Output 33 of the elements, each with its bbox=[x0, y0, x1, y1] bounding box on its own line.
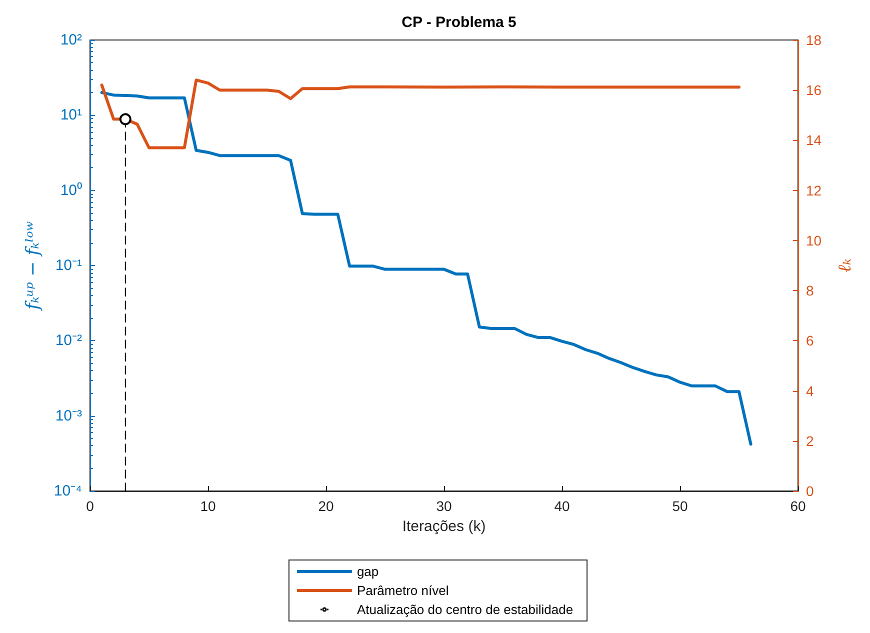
y-tick-label: 10⁻² bbox=[55, 332, 82, 350]
x-tick-label: 20 bbox=[318, 498, 334, 514]
y2-tick-label: 14 bbox=[806, 132, 822, 148]
y2-tick-label: 6 bbox=[806, 332, 814, 349]
legend-label: Parâmetro nível bbox=[356, 583, 449, 598]
y2-tick-label: 8 bbox=[806, 282, 814, 299]
chart-title: CP - Problema 5 bbox=[402, 14, 516, 31]
x-axis-title: Iterações (k) bbox=[402, 518, 486, 535]
x-tick-label: 50 bbox=[672, 498, 688, 514]
x-tick-label: 40 bbox=[554, 498, 570, 514]
y2-tick-label: 18 bbox=[806, 32, 822, 48]
y-tick-label: 10² bbox=[60, 32, 82, 48]
y2-tick-label: 10 bbox=[806, 232, 822, 248]
legend-label: gap bbox=[356, 564, 379, 579]
y-tick-label: 10⁻³ bbox=[55, 407, 82, 424]
y-tick-label: 10⁻¹ bbox=[55, 257, 82, 274]
legend-label: Atualização do centro de estabilidade bbox=[356, 602, 574, 617]
y-tick-label: 10⁰ bbox=[60, 182, 82, 199]
x-tick-label: 10 bbox=[200, 498, 216, 514]
y2-tick-label: 4 bbox=[806, 382, 814, 399]
x-tick-label: 0 bbox=[86, 498, 94, 514]
y-axis-title: fₖᵘᵖ − fₖˡᵒʷ bbox=[22, 221, 44, 312]
x-tick-label: 30 bbox=[436, 498, 452, 514]
y-tick-label: 10¹ bbox=[60, 106, 82, 124]
y2-tick-label: 0 bbox=[806, 483, 814, 499]
y-tick-label: 10⁻⁴ bbox=[54, 482, 82, 500]
y2-tick-label: 12 bbox=[806, 182, 822, 198]
y2-axis-title: ℓₖ bbox=[834, 258, 856, 273]
y2-tick-label: 16 bbox=[806, 82, 822, 98]
line-series bbox=[100, 78, 740, 150]
x-tick-label: 60 bbox=[790, 498, 806, 514]
y2-tick-label: 2 bbox=[806, 432, 814, 449]
line-series bbox=[100, 91, 752, 446]
